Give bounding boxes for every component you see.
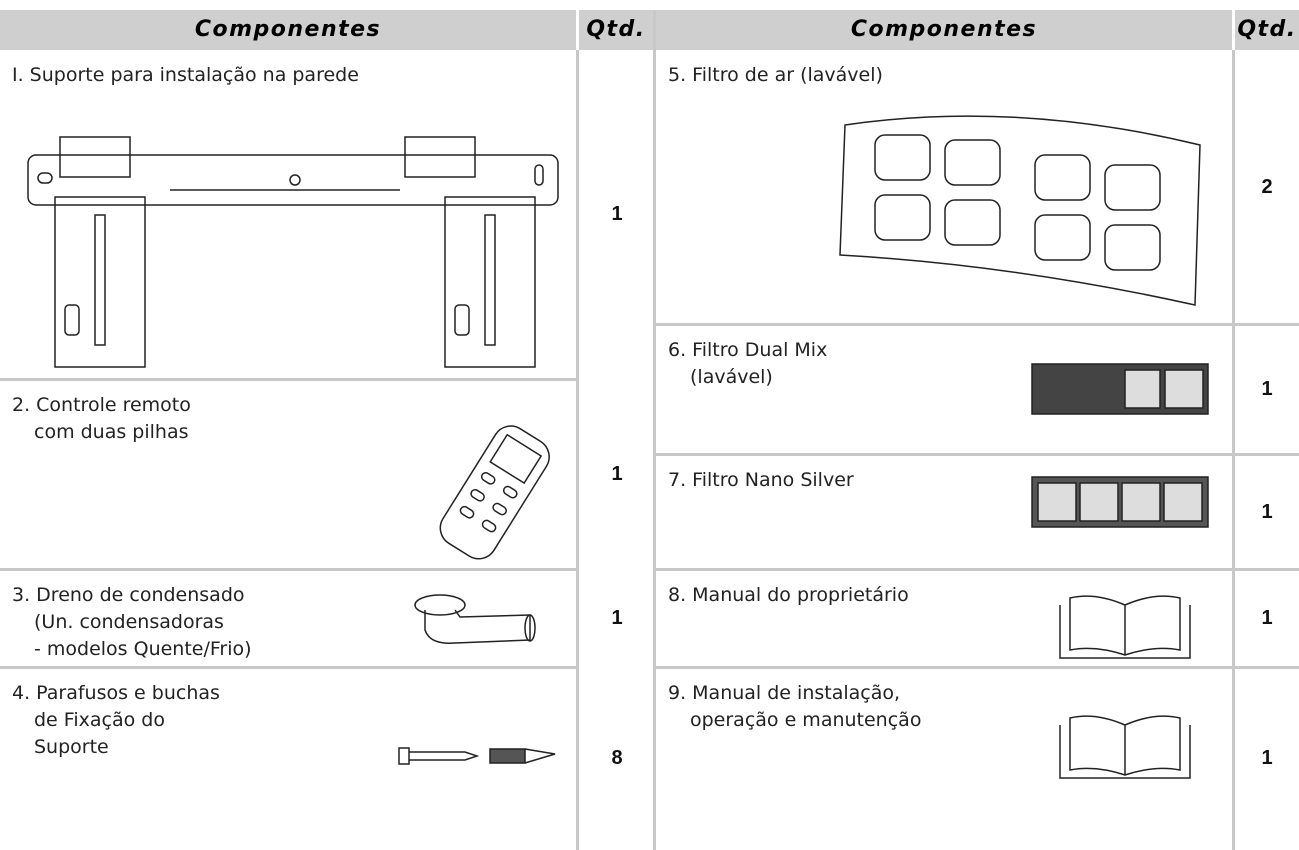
column-separator xyxy=(653,10,656,850)
item-quantity: 2 xyxy=(1261,175,1273,198)
column-separator xyxy=(576,50,579,850)
book-illustration xyxy=(1059,595,1191,659)
air-filter-illustration xyxy=(839,115,1201,306)
item-text: - modelos Quente/Frio) xyxy=(34,638,252,660)
row-separator xyxy=(656,666,1299,669)
screws-illustration xyxy=(398,747,556,765)
item-quantity: 1 xyxy=(1261,500,1273,523)
row-separator xyxy=(0,666,576,669)
column-separator xyxy=(1232,50,1235,850)
item-text: operação e manutenção xyxy=(690,709,922,731)
item-quantity: 1 xyxy=(1261,378,1273,400)
item-text: 6. Filtro Dual Mix xyxy=(668,339,828,361)
drain-illustration xyxy=(414,594,536,644)
item-quantity: 1 xyxy=(611,463,623,485)
header-components: Componentes xyxy=(0,10,576,50)
item-quantity: 1 xyxy=(611,203,623,225)
item-text: (lavável) xyxy=(690,366,773,388)
row-separator xyxy=(656,453,1299,456)
item-text: 2. Controle remoto xyxy=(12,394,191,416)
header-qty: Qtd. xyxy=(1235,10,1299,50)
row-separator xyxy=(0,568,576,571)
item-quantity: 1 xyxy=(1261,607,1273,629)
item-text: 7. Filtro Nano Silver xyxy=(668,469,854,491)
header-qty: Qtd. xyxy=(579,10,653,50)
item-quantity: 1 xyxy=(611,607,623,629)
remote-illustration xyxy=(439,425,550,560)
item-text: com duas pilhas xyxy=(34,421,189,443)
item-text: 3. Dreno de condensado xyxy=(12,584,245,606)
dual-mix-filter-illustration xyxy=(1031,363,1209,415)
item-quantity: 8 xyxy=(611,747,623,769)
row-separator xyxy=(656,568,1299,571)
item-text: 4. Parafusos e buchas xyxy=(12,682,220,704)
item-text: 8. Manual do proprietário xyxy=(668,584,909,606)
book-illustration xyxy=(1059,715,1191,779)
row-separator xyxy=(0,378,576,381)
row-separator xyxy=(656,323,1299,326)
item-text: de Fixação do xyxy=(34,709,165,731)
item-text: (Un. condensadoras xyxy=(34,611,224,633)
item-text: 5. Filtro de ar (lavável) xyxy=(668,64,883,86)
header-components: Componentes xyxy=(656,10,1232,50)
item-quantity: 1 xyxy=(1261,747,1273,769)
wall-bracket-illustration xyxy=(27,136,559,368)
item-text: 9. Manual de instalação, xyxy=(668,682,901,704)
item-text: I. Suporte para instalação na parede xyxy=(12,64,359,86)
nano-silver-filter-illustration xyxy=(1031,476,1209,528)
item-text: Suporte xyxy=(34,736,109,758)
